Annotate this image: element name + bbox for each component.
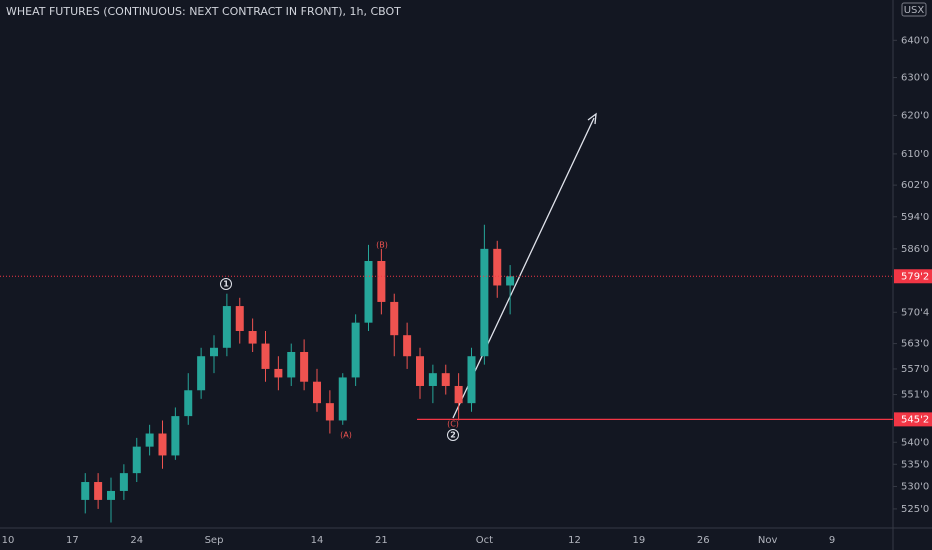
y-tick-label: 586'0 <box>901 244 929 255</box>
y-tick-label: 551'0 <box>901 390 929 401</box>
candle-body <box>416 356 424 386</box>
candle-body <box>158 433 167 456</box>
last-price-label: 579'2 <box>901 271 929 282</box>
candle-body <box>210 347 218 357</box>
y-tick-label: 570'4 <box>901 307 929 318</box>
wave-circle <box>220 278 232 290</box>
candle-body <box>248 331 257 344</box>
y-tick-label: 610'0 <box>901 149 929 160</box>
x-tick-label: 21 <box>375 535 388 546</box>
candle-body <box>171 416 180 456</box>
x-tick-label: 26 <box>697 535 710 546</box>
candle-body <box>467 356 476 404</box>
wave-label: 1 <box>223 280 229 289</box>
y-tick-label: 530'0 <box>901 481 929 492</box>
candle-body <box>222 306 231 348</box>
candle-body <box>390 301 399 336</box>
x-tick-label: 9 <box>829 535 835 546</box>
candle-body <box>454 385 463 404</box>
candle-body <box>132 446 141 474</box>
x-tick-label: 10 <box>2 535 15 546</box>
candle-body <box>300 352 309 382</box>
candle-body <box>119 473 128 491</box>
candle-body <box>377 260 386 302</box>
candle-body <box>261 343 270 369</box>
y-tick-label: 640'0 <box>901 35 929 46</box>
x-tick-label: 14 <box>311 535 324 546</box>
price-line-label-box <box>894 412 932 427</box>
candle-body <box>287 352 296 378</box>
projection-arrow <box>452 117 595 419</box>
x-tick-label: Oct <box>476 535 493 546</box>
chart-title: WHEAT FUTURES (CONTINUOUS: NEXT CONTRACT… <box>6 5 401 18</box>
y-tick-label: 602'0 <box>901 180 929 191</box>
x-tick-label: 19 <box>633 535 646 546</box>
candle-body <box>428 373 437 386</box>
candle-body <box>81 482 90 500</box>
x-tick-label: Nov <box>758 535 778 546</box>
arrow-head <box>587 112 597 125</box>
y-tick-label: 630'0 <box>901 73 929 84</box>
currency-box <box>901 2 927 17</box>
candle-body <box>493 248 502 286</box>
wave-label: (C) <box>447 420 459 429</box>
candle-body <box>506 276 515 286</box>
candle-body <box>145 433 154 447</box>
y-tick-label: 557'0 <box>901 364 929 375</box>
candle-body <box>351 322 360 378</box>
y-tick-label: 594'0 <box>901 212 929 223</box>
candle-body <box>107 490 115 500</box>
y-tick-label: 620'0 <box>901 110 929 121</box>
wave-circle <box>447 429 459 441</box>
candle-body <box>338 377 347 421</box>
x-tick-label: 24 <box>130 535 143 546</box>
wave-label: (B) <box>376 241 388 250</box>
candle-body <box>441 373 450 386</box>
x-tick-label: 12 <box>568 535 581 546</box>
y-tick-label: 535'0 <box>901 459 929 470</box>
candle-body <box>197 356 206 391</box>
candle-body <box>184 390 193 417</box>
candle-body <box>403 335 412 357</box>
price-line-label: 545'2 <box>901 414 929 425</box>
last-price-label-box <box>894 269 932 284</box>
candle-body <box>235 306 244 332</box>
currency: USX <box>904 5 925 16</box>
x-tick-label: 17 <box>66 535 79 546</box>
candle-body <box>94 482 103 500</box>
candle-body <box>325 403 334 421</box>
y-tick-label: 525'0 <box>901 504 929 515</box>
x-tick-label: Sep <box>205 535 224 546</box>
wave-label: 2 <box>450 431 456 440</box>
candle-body <box>274 368 283 378</box>
y-tick-label: 540'0 <box>901 437 929 448</box>
candle-body <box>480 248 489 357</box>
y-tick-label: 563'0 <box>901 339 929 350</box>
wave-label: (A) <box>340 431 352 440</box>
candle-body <box>313 381 321 404</box>
candle-body <box>364 260 373 323</box>
